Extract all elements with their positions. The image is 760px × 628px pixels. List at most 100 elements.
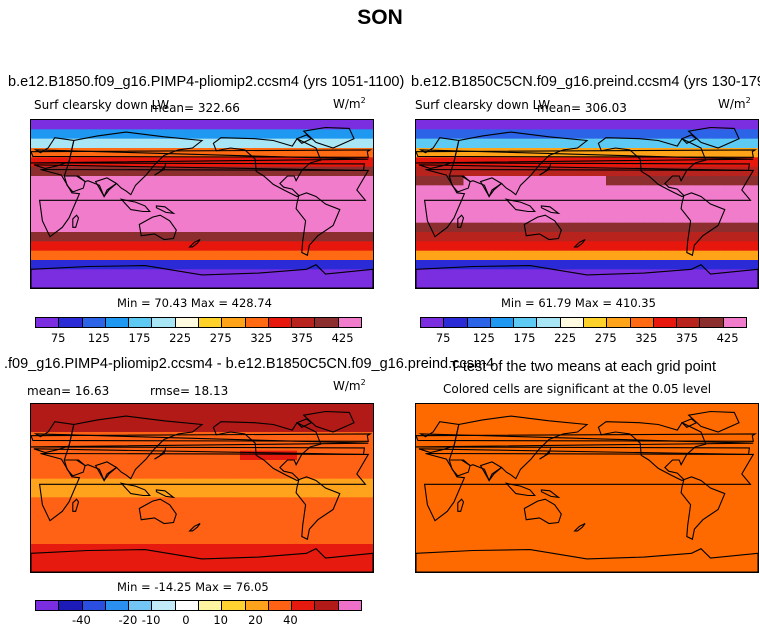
field-cell (135, 404, 146, 414)
field-cell (615, 278, 626, 288)
field-cell (116, 278, 127, 288)
field-cell (249, 497, 260, 508)
field-cell (568, 213, 579, 224)
field-cell (97, 432, 108, 442)
field-cell (354, 241, 365, 252)
field-cell (354, 138, 365, 149)
field-cell (268, 138, 279, 149)
field-cell (739, 138, 750, 149)
field-cell (325, 129, 336, 140)
field-cell (88, 478, 99, 489)
coastline-australia (138, 214, 177, 241)
field-cell (344, 497, 355, 508)
field-cell (363, 222, 373, 233)
field-cell (596, 157, 607, 168)
field-cell (31, 469, 42, 480)
field-cell (316, 460, 327, 470)
colorbar-box (175, 601, 199, 610)
coastline-india (94, 461, 118, 482)
field-cell (78, 166, 89, 177)
coastline-newguinea (155, 205, 176, 215)
field-cell (463, 269, 474, 280)
coastline-baffin (296, 134, 313, 144)
field-cell (40, 450, 51, 461)
field-cell (268, 506, 279, 517)
field-cell (183, 194, 194, 205)
field-cell (268, 488, 279, 498)
field-cell (691, 129, 702, 140)
field-cell (416, 120, 427, 130)
field-cell (558, 157, 569, 168)
field-cell (682, 222, 693, 233)
field-cell (606, 213, 617, 224)
field-cell (192, 120, 203, 130)
field-cell (50, 450, 61, 461)
field-cell (558, 204, 569, 214)
field-cell (615, 194, 626, 205)
field-cell (287, 432, 298, 442)
field-cell (739, 278, 750, 288)
field-cell (615, 148, 626, 158)
field-cell (501, 269, 512, 280)
field-cell (221, 176, 232, 186)
field-cell (306, 185, 317, 196)
field-cell (363, 250, 373, 261)
field-cell (344, 469, 355, 480)
field-cell (748, 138, 758, 149)
field-cell (145, 194, 156, 205)
field-cell (107, 185, 118, 196)
field-cell (126, 138, 137, 149)
field-cell (435, 260, 446, 270)
field-cell (435, 129, 446, 140)
field-cell (221, 460, 232, 470)
field-cell (40, 213, 51, 224)
field-cell (268, 516, 279, 526)
field-cell (249, 232, 260, 242)
field-cell (97, 460, 108, 470)
field-cell (644, 138, 655, 149)
field-cell (135, 422, 146, 433)
field-cell (363, 404, 373, 414)
field-cell (40, 525, 51, 536)
colorbar-box (82, 601, 106, 610)
field-cell (278, 250, 289, 261)
field-cell (69, 553, 80, 564)
field-cell (202, 120, 213, 130)
field-cell (325, 213, 336, 224)
field-cell (230, 176, 241, 186)
field-cell (259, 516, 270, 526)
field-cell (473, 176, 484, 186)
field-cell (297, 222, 308, 233)
field-cell (710, 157, 721, 168)
coastline-greenland (302, 410, 355, 433)
field-cell (587, 278, 598, 288)
field-cell (297, 194, 308, 205)
colorbar-box (292, 318, 316, 327)
field-cell (145, 544, 156, 554)
panel-c-units: W/m2 (333, 378, 366, 393)
field-cell (539, 241, 550, 252)
colorbar-box (175, 318, 199, 327)
field-cell (240, 120, 251, 130)
field-cell (230, 241, 241, 252)
field-cell (107, 204, 118, 214)
field-cell (211, 166, 222, 177)
panel-d-map (415, 403, 759, 573)
field-cell (363, 166, 373, 177)
coastline-japan (539, 446, 552, 460)
field-cell (230, 441, 241, 452)
field-cell (202, 241, 213, 252)
field-cell (316, 478, 327, 489)
field-cell (31, 185, 42, 196)
field-cell (325, 260, 336, 270)
field-cell (297, 506, 308, 517)
field-cell (748, 157, 758, 168)
field-cell (297, 497, 308, 508)
field-cell (230, 422, 241, 433)
field-cell (672, 278, 683, 288)
field-cell (416, 232, 427, 242)
field-cell (88, 525, 99, 536)
field-cell (135, 497, 146, 508)
field-cell (520, 120, 531, 130)
coastline-newguinea (540, 205, 561, 215)
